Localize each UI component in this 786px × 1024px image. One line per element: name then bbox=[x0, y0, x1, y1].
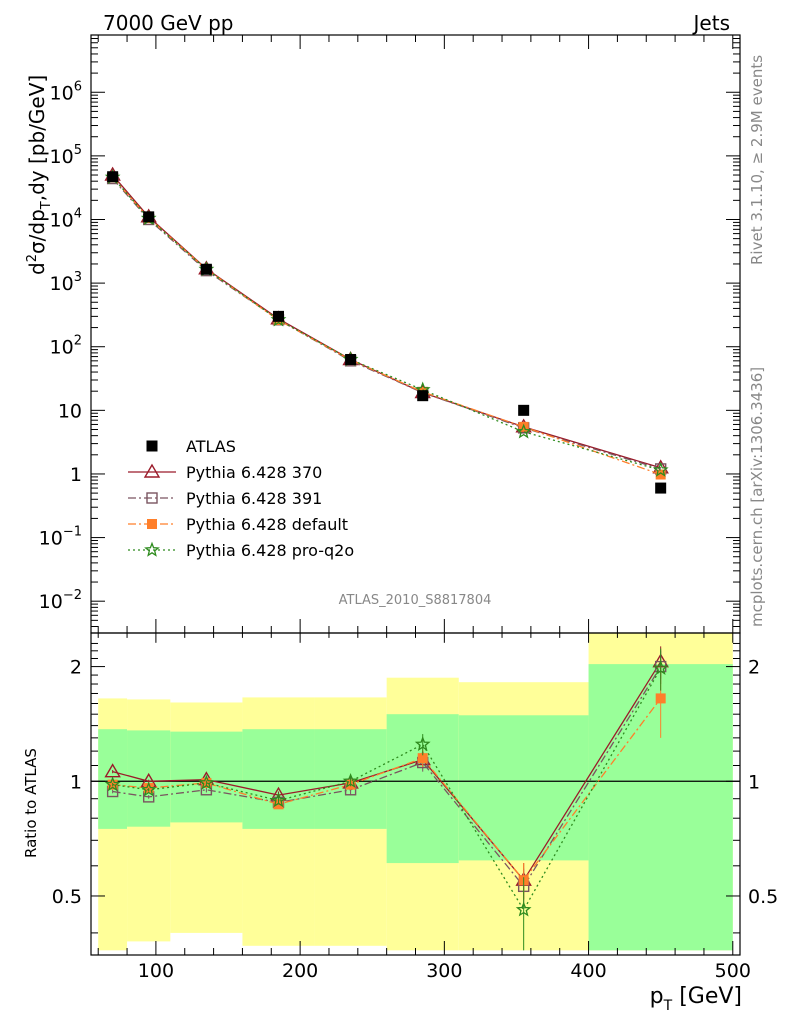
axis-tick-labels: 100 200 300 400 50010−210−111010210310410510… bbox=[39, 79, 779, 982]
legend-label: Pythia 6.428 pro-q2o bbox=[186, 541, 354, 560]
y-tick-label: 104 bbox=[50, 206, 82, 231]
ratio-series-point bbox=[140, 781, 157, 797]
ratio-series-point bbox=[414, 736, 431, 752]
ratio-series-point bbox=[342, 772, 359, 788]
header-right: Jets bbox=[692, 11, 730, 35]
ratio-y-tick-label: 0.5 bbox=[52, 886, 82, 908]
atlas-data-point bbox=[200, 263, 212, 275]
ratio-series-line bbox=[112, 698, 662, 882]
legend-item: Pythia 6.428 pro-q2o bbox=[128, 541, 354, 560]
ratio-series-point bbox=[655, 693, 666, 704]
legend-label: Pythia 6.428 370 bbox=[186, 463, 322, 482]
x-tick-label: 300 bbox=[426, 960, 462, 982]
ratio-y-tick-label: 1 bbox=[70, 771, 82, 793]
y-tick-label: 105 bbox=[50, 143, 82, 168]
legend-item-atlas: ATLAS bbox=[146, 437, 236, 456]
x-tick-label: 500 bbox=[715, 960, 751, 982]
ratio-series-point bbox=[515, 901, 532, 917]
y-tick-label: 10−1 bbox=[39, 525, 82, 550]
x-axis-title: pT [GeV] bbox=[650, 984, 742, 1014]
ratio-y-tick-label: 2 bbox=[70, 657, 82, 679]
axis-ticks bbox=[91, 35, 740, 955]
atlas-data-point bbox=[143, 211, 155, 223]
ratio-y-tick-label-right: 1 bbox=[748, 771, 760, 793]
legend-label: ATLAS bbox=[186, 437, 236, 456]
y-tick-label: 103 bbox=[50, 270, 82, 295]
y-tick-label: 1 bbox=[70, 464, 82, 486]
main-y-axis-title: d2σ/dpT,dy [pb/GeV] bbox=[25, 75, 54, 275]
rivet-label: Rivet 3.1.10, ≥ 2.9M events bbox=[748, 55, 766, 265]
legend-marker bbox=[144, 541, 160, 557]
legend-marker bbox=[146, 492, 158, 504]
ratio-y-axis-title: Ratio to ATLAS bbox=[22, 748, 40, 858]
x-tick-label: 200 bbox=[282, 960, 318, 982]
ratio-y-tick-label-right: 0.5 bbox=[748, 886, 778, 908]
main-series-lines bbox=[104, 166, 669, 494]
legend-item: Pythia 6.428 391 bbox=[128, 489, 322, 508]
atlas-data-point bbox=[518, 404, 530, 416]
x-tick-label: 400 bbox=[570, 960, 606, 982]
y-tick-label: 106 bbox=[50, 79, 82, 104]
atlas-data-point bbox=[655, 482, 667, 494]
main-series-line bbox=[112, 176, 661, 471]
analysis-label: ATLAS_2010_S8817804 bbox=[339, 593, 492, 608]
legend-marker bbox=[147, 519, 157, 529]
y-tick-label: 10−2 bbox=[39, 588, 82, 613]
legend-label: Pythia 6.428 default bbox=[186, 515, 348, 534]
main-series-point bbox=[515, 423, 532, 439]
legend: ATLAS Pythia 6.428 370 Pythia 6.428 391 Pyt… bbox=[128, 437, 354, 560]
ratio-series-point bbox=[198, 774, 215, 790]
atlas-data-point bbox=[345, 353, 357, 365]
main-series-line bbox=[112, 178, 661, 470]
y-tick-label: 10 bbox=[58, 400, 82, 422]
main-series-point bbox=[652, 461, 669, 477]
atlas-data-point bbox=[272, 310, 284, 322]
legend-marker bbox=[146, 440, 158, 452]
ratio-series-point bbox=[270, 792, 287, 808]
legend-item: Pythia 6.428 default bbox=[128, 515, 348, 534]
ratio-series-lines bbox=[104, 646, 669, 951]
legend-item: Pythia 6.428 370 bbox=[128, 463, 322, 482]
ratio-plot-frame bbox=[90, 632, 741, 956]
inner-band bbox=[242, 729, 315, 829]
main-series-line bbox=[112, 174, 661, 469]
header-left: 7000 GeV pp bbox=[103, 11, 234, 35]
inner-band bbox=[127, 730, 171, 827]
atlas-data-point bbox=[107, 171, 119, 183]
ratio-series-line bbox=[112, 667, 662, 912]
x-tick-label: 100 bbox=[138, 960, 174, 982]
inner-band bbox=[458, 715, 589, 861]
ratio-series-line bbox=[112, 666, 662, 888]
legend-marker bbox=[143, 463, 161, 478]
legend-label: Pythia 6.428 391 bbox=[186, 489, 322, 508]
ratio-y-tick-label-right: 2 bbox=[748, 657, 760, 679]
y-tick-label: 102 bbox=[50, 334, 82, 359]
atlas-data-point bbox=[417, 390, 429, 402]
mcplots-label: mcplots.cern.ch [arXiv:1306.3436] bbox=[748, 367, 766, 627]
main-series-line bbox=[112, 176, 661, 476]
ratio-series-point bbox=[652, 659, 669, 675]
ratio-series-point bbox=[104, 776, 121, 792]
